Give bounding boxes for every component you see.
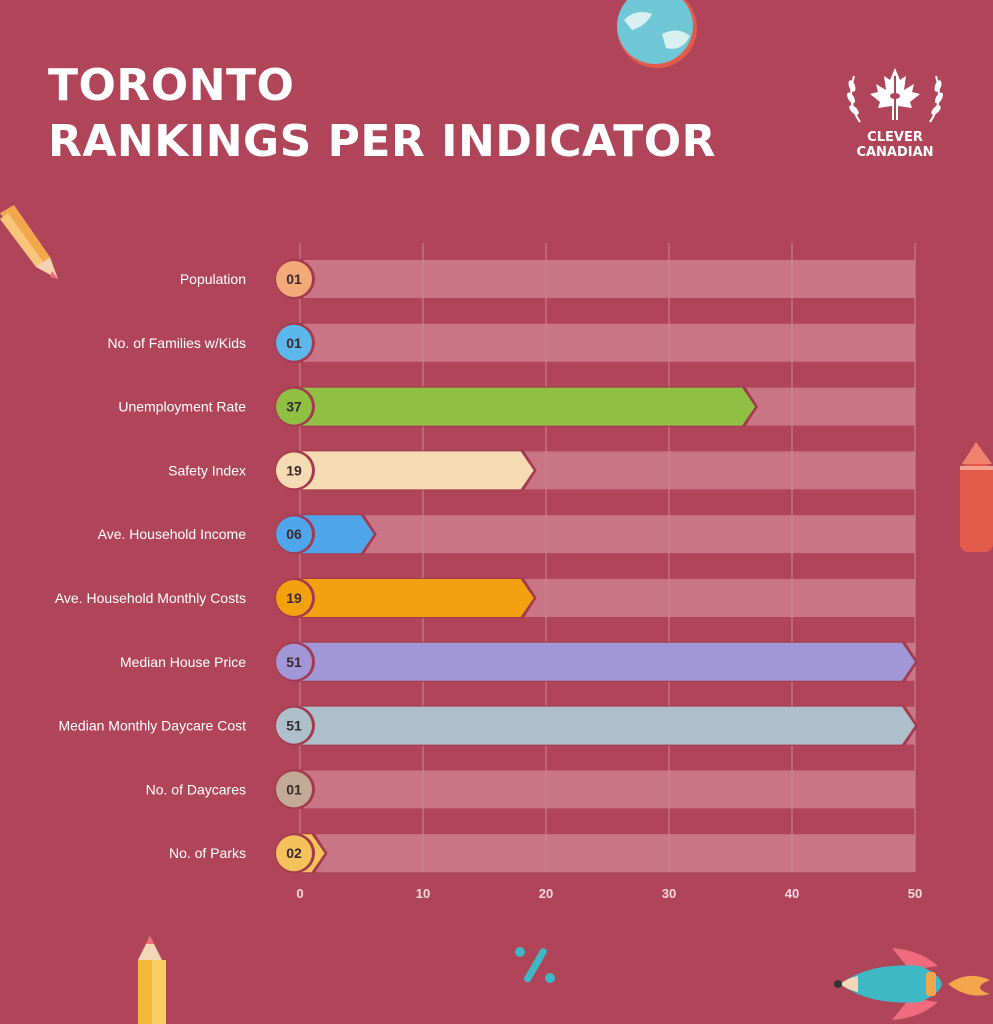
value-badge: [276, 580, 312, 616]
bar-track: [300, 260, 915, 298]
bar: [300, 642, 915, 681]
percent-icon: [515, 947, 555, 983]
value-badge: [276, 516, 312, 553]
bar: [300, 387, 756, 426]
data-label: 51: [286, 718, 302, 734]
bar: [300, 706, 915, 745]
crayon-icon: [960, 442, 993, 552]
category-label: No. of Families w/Kids: [108, 335, 246, 351]
logo-line-2: CANADIAN: [856, 145, 934, 160]
value-badge: [276, 388, 312, 425]
x-tick-label: 50: [908, 886, 922, 901]
value-badge: [276, 835, 312, 872]
data-label: 37: [286, 399, 302, 415]
category-label: Safety Index: [168, 462, 246, 478]
x-tick-label: 0: [296, 886, 303, 901]
pencil-icon: [0, 205, 58, 279]
data-label: 19: [286, 462, 302, 478]
value-badge: [276, 261, 312, 297]
data-label: 01: [286, 271, 302, 287]
x-tick-label: 30: [662, 886, 676, 901]
category-label: Unemployment Rate: [118, 399, 246, 415]
bar: [300, 515, 374, 554]
bar-track: [300, 834, 915, 873]
category-label: No. of Parks: [169, 845, 246, 861]
logo-line-1: CLEVER: [867, 130, 923, 145]
bar-track: [300, 323, 915, 362]
data-label: 01: [286, 335, 302, 351]
category-label: Median Monthly Daycare Cost: [58, 718, 246, 734]
bar-track: [300, 515, 915, 554]
title-line-2: RANKINGS PER INDICATOR: [48, 116, 716, 167]
bar: [300, 579, 534, 617]
category-label: Median House Price: [120, 654, 246, 670]
value-badge: [276, 771, 312, 808]
data-label: 01: [286, 781, 302, 797]
page-title: TORONTO RANKINGS PER INDICATOR: [48, 58, 716, 170]
title-line-1: TORONTO: [48, 60, 295, 111]
clever-canadian-logo: CLEVER CANADIAN: [840, 62, 950, 172]
value-badge: [276, 324, 312, 361]
data-label: 19: [286, 590, 302, 606]
x-tick-label: 20: [539, 886, 553, 901]
data-label: 51: [286, 654, 302, 670]
category-label: Ave. Household Income: [98, 526, 247, 542]
data-label: 02: [286, 845, 302, 861]
bar-track: [300, 770, 915, 809]
rocket-icon: [834, 948, 990, 1020]
category-label: No. of Daycares: [146, 781, 246, 797]
x-tick-label: 10: [416, 886, 430, 901]
value-badge: [276, 452, 312, 489]
category-label: Population: [180, 271, 246, 287]
x-tick-label: 40: [785, 886, 799, 901]
globe-icon: [617, 0, 697, 68]
data-label: 06: [286, 526, 302, 542]
maple-leaf-cn-tower-icon: [847, 68, 943, 123]
bar: [300, 451, 534, 490]
category-label: Ave. Household Monthly Costs: [55, 590, 246, 606]
value-badge: [276, 707, 312, 744]
logo-text: CLEVER CANADIAN: [840, 130, 950, 160]
value-badge: [276, 643, 312, 680]
pencil-icon: [138, 936, 166, 1024]
